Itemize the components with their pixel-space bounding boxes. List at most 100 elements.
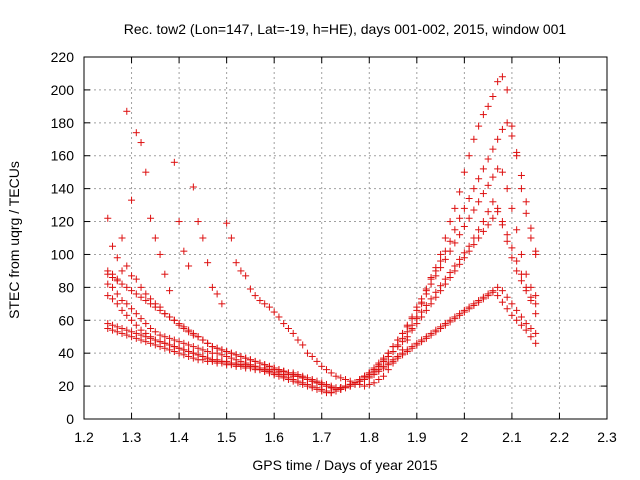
data-point — [303, 349, 311, 357]
data-point — [498, 298, 506, 306]
y-tick-label: 40 — [58, 345, 74, 361]
data-point — [123, 283, 131, 291]
data-point — [451, 239, 459, 247]
data-point — [384, 361, 392, 369]
y-tick-label: 80 — [58, 279, 74, 295]
data-point — [437, 287, 445, 295]
data-point — [199, 356, 207, 364]
data-point — [484, 155, 492, 163]
x-tick-label: 1.2 — [74, 429, 94, 445]
data-point — [332, 385, 340, 393]
data-point — [441, 234, 449, 242]
data-point — [104, 325, 112, 332]
data-point — [498, 218, 506, 226]
data-series-2 — [104, 165, 540, 397]
data-point — [413, 320, 421, 328]
data-point — [451, 267, 459, 275]
data-point — [470, 185, 478, 193]
data-point — [484, 221, 492, 229]
data-point — [494, 208, 502, 216]
data-point — [451, 204, 459, 212]
data-point — [142, 168, 150, 176]
data-point — [299, 380, 307, 388]
data-point — [156, 306, 164, 314]
data-point — [208, 283, 216, 291]
data-point — [194, 344, 202, 352]
data-point — [503, 119, 511, 127]
data-point — [313, 379, 321, 387]
data-point — [513, 152, 521, 160]
data-point — [327, 384, 335, 392]
data-point — [498, 168, 506, 176]
y-tick-label: 120 — [51, 214, 75, 230]
data-point — [232, 259, 240, 267]
data-point — [123, 107, 131, 115]
data-point — [475, 175, 483, 183]
data-point — [375, 376, 383, 384]
data-point — [303, 376, 311, 384]
data-point — [494, 292, 502, 300]
data-point — [170, 316, 178, 324]
data-point — [532, 250, 540, 258]
data-point — [517, 313, 525, 321]
data-point — [522, 198, 530, 206]
plot-frame — [83, 56, 608, 420]
x-tick-label: 1.8 — [360, 429, 380, 445]
data-point — [522, 283, 530, 291]
data-point — [299, 341, 307, 349]
data-point — [280, 367, 288, 375]
data-point — [342, 376, 349, 384]
data-point — [180, 339, 188, 347]
data-point — [132, 310, 140, 318]
data-point — [508, 244, 516, 252]
data-point — [166, 346, 174, 354]
x-tick-label: 1.7 — [312, 429, 332, 445]
data-point — [413, 341, 421, 349]
data-point — [508, 254, 516, 262]
data-point — [508, 204, 516, 212]
data-point — [489, 198, 497, 206]
data-point — [213, 290, 221, 298]
data-point — [494, 78, 502, 86]
data-point — [408, 326, 416, 334]
data-point — [180, 247, 188, 255]
x-tick-label: 2.2 — [550, 429, 570, 445]
data-point — [456, 231, 464, 239]
data-point — [489, 214, 497, 222]
data-point — [446, 218, 454, 226]
data-point — [170, 348, 178, 356]
data-point — [370, 379, 378, 387]
data-point — [437, 264, 445, 272]
data-point — [227, 349, 235, 357]
data-point — [189, 329, 197, 337]
data-point — [494, 135, 502, 143]
data-point — [118, 297, 126, 305]
data-point — [484, 208, 492, 216]
y-tick-label: 160 — [51, 148, 75, 164]
data-point — [456, 214, 464, 222]
data-point — [284, 369, 292, 377]
data-point — [422, 306, 430, 314]
data-point — [498, 73, 506, 81]
data-point — [470, 135, 478, 143]
data-point — [465, 247, 473, 255]
data-point — [189, 183, 197, 191]
data-point — [246, 285, 254, 293]
data-point — [517, 250, 525, 258]
data-point — [213, 344, 221, 352]
data-point — [123, 262, 131, 270]
data-point — [432, 293, 440, 301]
data-point — [237, 362, 245, 370]
data-point — [237, 352, 245, 360]
data-point — [123, 300, 131, 308]
data-point — [180, 323, 188, 331]
data-point — [532, 300, 540, 308]
data-point — [342, 382, 349, 390]
data-point — [475, 298, 483, 306]
data-point — [494, 165, 502, 173]
data-point — [389, 348, 397, 356]
data-point — [185, 326, 193, 334]
data-point — [403, 348, 411, 356]
data-point — [413, 306, 421, 314]
